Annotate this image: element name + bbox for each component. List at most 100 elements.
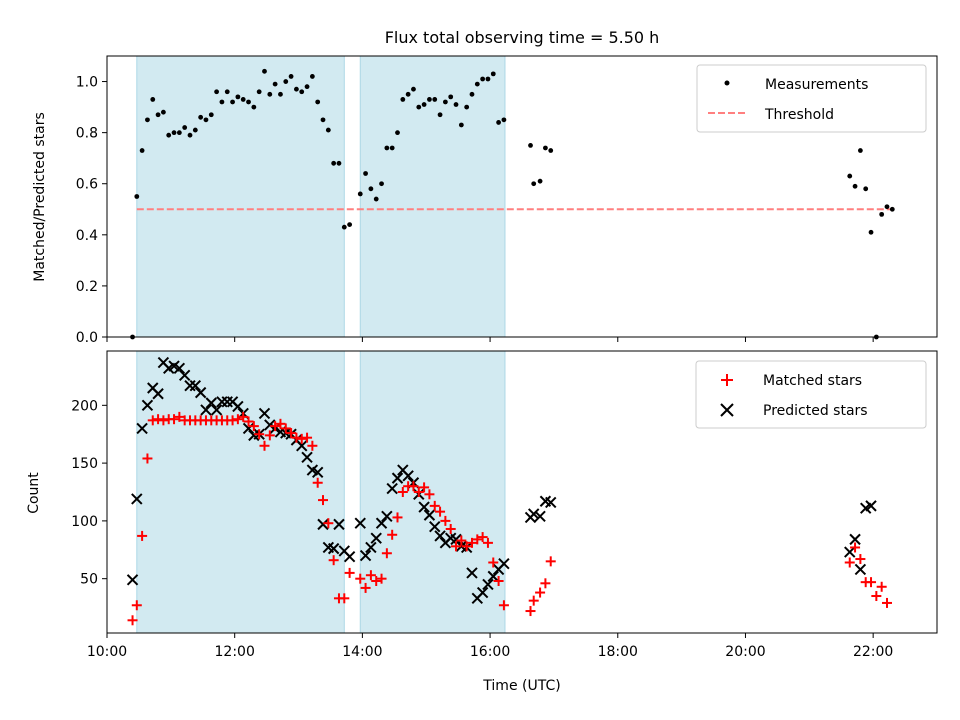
predicted-marker (423, 509, 436, 521)
predicted-marker (126, 574, 139, 586)
matched-marker (365, 570, 376, 581)
measurement-point (176, 130, 182, 136)
matched-marker (381, 548, 392, 559)
measurement-point (251, 104, 257, 110)
predicted-marker (131, 493, 143, 505)
matched-markers (127, 411, 892, 626)
measurement-point (171, 130, 177, 136)
measurement-points (130, 68, 895, 340)
measurement-point (421, 102, 427, 107)
predicted-marker (242, 422, 255, 435)
matched-marker (291, 432, 302, 443)
matched-marker (264, 430, 275, 441)
measurement-point (379, 181, 384, 187)
predicted-marker (370, 532, 382, 544)
measurement-point (528, 143, 533, 148)
measurement-point (847, 173, 853, 179)
matched-marker (472, 534, 483, 545)
measurement-point (283, 79, 289, 84)
matched-marker (307, 440, 318, 451)
predicted-legend-marker (720, 403, 734, 417)
predicted-marker (418, 501, 430, 513)
predicted-marker (487, 570, 499, 583)
predicted-marker (327, 542, 340, 555)
matched-marker (371, 575, 382, 586)
y-tick-label: 0.2 (76, 279, 98, 295)
measurement-point (501, 117, 507, 123)
predicted-marker (476, 586, 489, 599)
measurement-point (432, 97, 438, 102)
measurement-point (320, 117, 326, 123)
y-tick-label: 1.0 (76, 75, 98, 91)
matched-marker (243, 416, 254, 427)
matched-marker (360, 582, 371, 593)
matched-marker (419, 482, 430, 493)
measurement-point (496, 120, 501, 125)
measurement-point (278, 91, 283, 97)
matched-marker (545, 556, 556, 567)
measurement-point (267, 91, 273, 97)
matched-marker (147, 415, 158, 426)
predicted-marker (343, 551, 356, 563)
predicted-marker (359, 549, 372, 562)
matched-marker (477, 532, 488, 543)
predicted-marker (365, 541, 377, 554)
matched-marker (248, 421, 259, 432)
matched-marker (275, 418, 286, 429)
predicted-marker (189, 379, 202, 392)
measurement-point (256, 89, 262, 95)
measurement-point (192, 127, 198, 133)
matched-marker (855, 554, 866, 565)
matched-marker (232, 414, 243, 425)
predicted-marker (534, 510, 546, 522)
measurement-point (458, 122, 464, 128)
measurement-point (203, 117, 209, 123)
measurement-point (548, 148, 554, 153)
bottom-panel: 50 100 150 200 10:00 12:00 14:00 16:00 18:00 20:… (26, 350, 938, 694)
predicted-marker (402, 470, 414, 482)
matched-legend-label: Matched stars (763, 373, 862, 389)
bottom-legend: Matched stars Predicted stars (695, 360, 927, 429)
y-tick-label: 100 (71, 514, 98, 530)
matched-legend-marker (721, 374, 733, 386)
matched-marker (540, 578, 551, 589)
matched-marker (355, 573, 366, 584)
bottom-legend-box (695, 360, 927, 429)
predicted-marker (317, 518, 329, 531)
y-tick-label: 0.8 (76, 126, 98, 142)
bottom-shaded-intervals (136, 350, 506, 634)
measurement-point (240, 97, 246, 102)
matched-marker (127, 615, 138, 626)
predicted-marker (865, 500, 877, 512)
measurement-point (405, 91, 411, 97)
matched-marker (528, 595, 539, 606)
matched-marker (328, 555, 339, 566)
predicted-legend-label: Predicted stars (763, 403, 868, 419)
x-axis-label: Time (UTC) (482, 678, 560, 694)
measurement-point (325, 127, 331, 133)
measurement-point (134, 194, 140, 199)
matched-marker (525, 606, 536, 617)
predicted-marker (152, 388, 164, 400)
matched-marker (493, 575, 504, 586)
predicted-marker (258, 407, 271, 420)
predicted-marker (849, 533, 861, 546)
matched-marker (397, 487, 408, 497)
matched-marker (413, 487, 424, 497)
predicted-marker (429, 520, 441, 533)
bottom-x-ticks: 10:00 12:00 14:00 16:00 18:00 20:00 22:00 (87, 633, 893, 660)
predicted-marker (232, 400, 244, 413)
matched-marker (131, 600, 142, 611)
matched-marker (254, 429, 265, 440)
shaded-interval-1 (136, 350, 345, 634)
matched-marker (535, 587, 546, 598)
y-tick-label: 150 (71, 456, 98, 472)
y-tick-label: 0.4 (76, 228, 98, 244)
shaded-interval-1 (136, 55, 345, 338)
y-tick-label: 0.6 (76, 177, 98, 193)
measurement-point (315, 99, 321, 105)
predicted-marker (375, 517, 388, 529)
matched-marker (153, 414, 164, 425)
measurements-legend-label: Measurements (765, 77, 868, 93)
